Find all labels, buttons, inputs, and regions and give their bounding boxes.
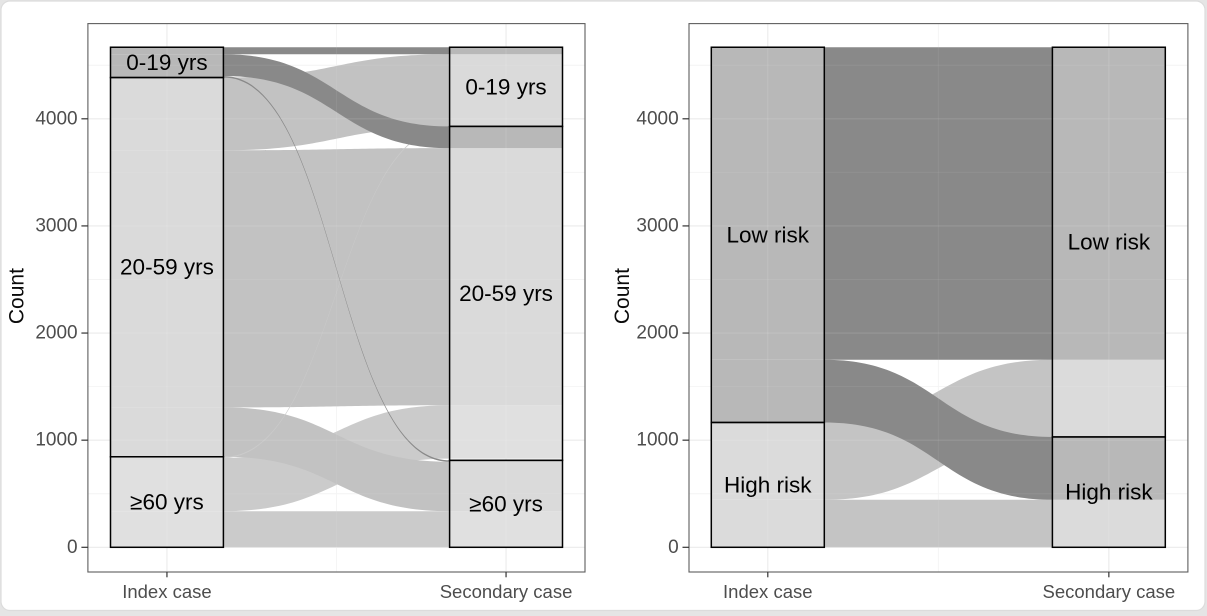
svg-text:0-19 yrs: 0-19 yrs: [465, 74, 546, 99]
svg-text:≥60 yrs: ≥60 yrs: [469, 491, 543, 516]
svg-text:Secondary case: Secondary case: [440, 581, 573, 602]
svg-text:Secondary case: Secondary case: [1043, 581, 1176, 602]
svg-text:0: 0: [668, 537, 679, 558]
svg-text:Count: Count: [611, 268, 634, 324]
svg-text:20-59 yrs: 20-59 yrs: [120, 255, 214, 280]
svg-text:3000: 3000: [636, 215, 678, 236]
svg-text:Index case: Index case: [723, 581, 812, 602]
svg-text:High risk: High risk: [1065, 480, 1153, 505]
svg-text:Low risk: Low risk: [727, 222, 810, 247]
svg-text:4000: 4000: [636, 108, 678, 129]
svg-text:2000: 2000: [35, 323, 77, 344]
svg-text:3000: 3000: [35, 215, 77, 236]
svg-text:1000: 1000: [636, 430, 678, 451]
svg-text:0-19 yrs: 0-19 yrs: [126, 50, 207, 75]
svg-text:≥60 yrs: ≥60 yrs: [130, 490, 204, 515]
svg-text:Index case: Index case: [122, 581, 211, 602]
svg-text:20-59 yrs: 20-59 yrs: [459, 281, 553, 306]
svg-text:0: 0: [67, 537, 78, 558]
svg-text:1000: 1000: [35, 430, 77, 451]
svg-text:4000: 4000: [35, 108, 77, 129]
svg-text:High risk: High risk: [724, 472, 812, 497]
svg-text:2000: 2000: [636, 323, 678, 344]
svg-text:Count: Count: [5, 268, 28, 324]
svg-text:Low risk: Low risk: [1068, 230, 1151, 255]
